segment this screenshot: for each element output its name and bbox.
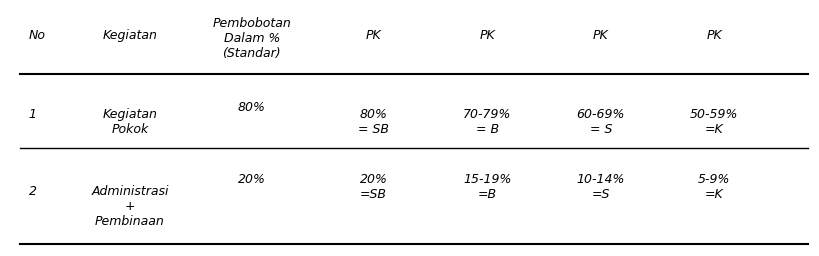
Text: Kegiatan: Kegiatan: [102, 29, 157, 42]
Text: 2: 2: [29, 185, 37, 198]
Text: Kegiatan
Pokok: Kegiatan Pokok: [102, 108, 157, 136]
Text: 80%
= SB: 80% = SB: [358, 108, 388, 136]
Text: Pembobotan
Dalam %
(Standar): Pembobotan Dalam % (Standar): [212, 17, 291, 60]
Text: PK: PK: [592, 29, 608, 42]
Text: PK: PK: [706, 29, 722, 42]
Text: 60-69%
= S: 60-69% = S: [576, 108, 624, 136]
Text: PK: PK: [478, 29, 495, 42]
Text: 20%: 20%: [238, 173, 265, 186]
Text: 80%: 80%: [238, 101, 265, 114]
Text: 50-59%
=K: 50-59% =K: [690, 108, 738, 136]
Text: Administrasi
+
Pembinaan: Administrasi + Pembinaan: [91, 185, 169, 228]
Text: 70-79%
= B: 70-79% = B: [463, 108, 511, 136]
Text: 1: 1: [29, 108, 37, 121]
Text: 15-19%
=B: 15-19% =B: [463, 173, 511, 201]
Text: 20%
=SB: 20% =SB: [359, 173, 387, 201]
Text: 5-9%
=K: 5-9% =K: [697, 173, 730, 201]
Text: 10-14%
=S: 10-14% =S: [576, 173, 624, 201]
Text: PK: PK: [365, 29, 381, 42]
Text: No: No: [29, 29, 46, 42]
